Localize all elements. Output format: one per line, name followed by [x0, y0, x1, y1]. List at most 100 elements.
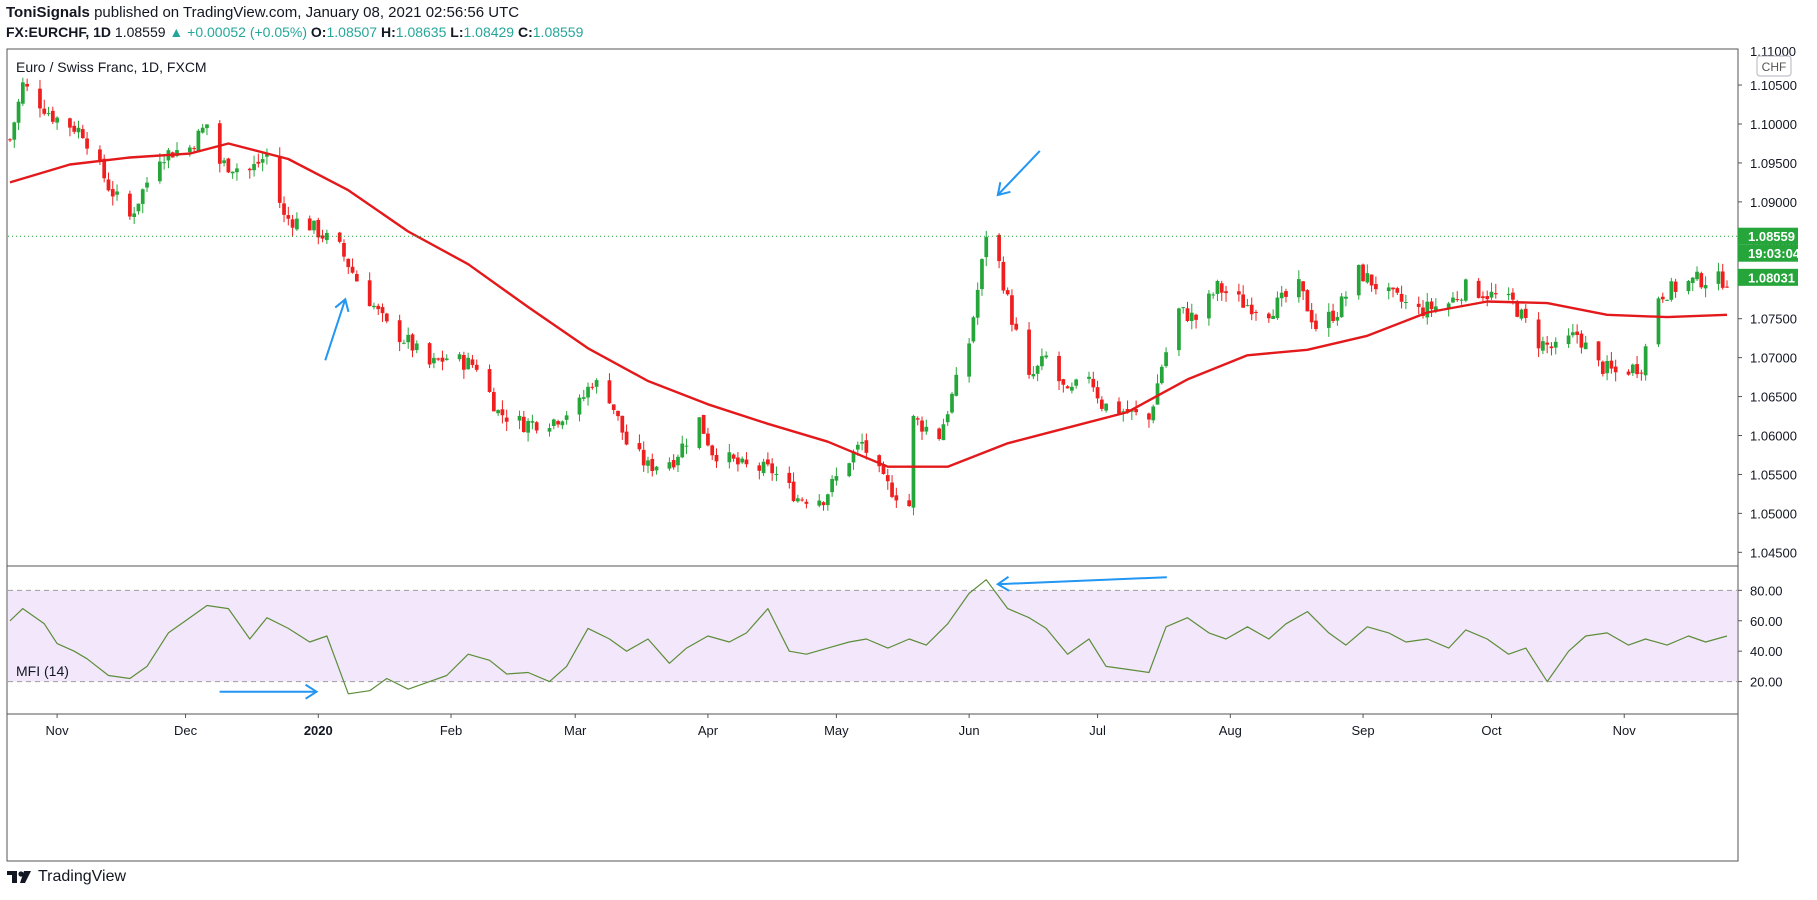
candle[interactable]: [140, 188, 145, 214]
candle[interactable]: [1549, 342, 1554, 356]
candle[interactable]: [954, 367, 959, 397]
candle[interactable]: [774, 466, 779, 482]
candle[interactable]: [1164, 347, 1168, 368]
candle[interactable]: [980, 258, 984, 296]
candle[interactable]: [1545, 335, 1550, 354]
candle[interactable]: [676, 454, 680, 473]
candle[interactable]: [1703, 276, 1708, 298]
candle[interactable]: [1249, 297, 1254, 321]
candle[interactable]: [462, 351, 466, 379]
candle[interactable]: [1301, 281, 1305, 301]
candle[interactable]: [1001, 256, 1006, 294]
candle[interactable]: [1553, 337, 1558, 355]
candle[interactable]: [616, 410, 620, 421]
candle[interactable]: [136, 203, 141, 215]
candle[interactable]: [1429, 298, 1434, 317]
candle[interactable]: [397, 314, 402, 352]
candle[interactable]: [354, 270, 359, 282]
candle[interactable]: [1395, 286, 1400, 296]
candle[interactable]: [12, 121, 17, 148]
candle[interactable]: [80, 124, 85, 139]
candle[interactable]: [444, 354, 449, 361]
candle[interactable]: [534, 421, 539, 434]
candle[interactable]: [1211, 292, 1216, 299]
candle[interactable]: [671, 454, 676, 470]
candle[interactable]: [1519, 308, 1524, 321]
candle[interactable]: [1185, 301, 1190, 323]
price-chart[interactable]: 1.105001.100001.095001.090001.085001.080…: [0, 46, 1817, 866]
candle[interactable]: [55, 116, 59, 130]
candle[interactable]: [1425, 292, 1430, 325]
candle[interactable]: [1155, 374, 1160, 405]
candle[interactable]: [1579, 330, 1584, 354]
candle[interactable]: [282, 196, 286, 223]
candle[interactable]: [684, 438, 689, 454]
candle[interactable]: [1356, 264, 1361, 300]
candle[interactable]: [342, 239, 346, 262]
candle[interactable]: [1074, 378, 1079, 389]
candle[interactable]: [1189, 303, 1194, 330]
candle[interactable]: [1181, 306, 1186, 314]
candle[interactable]: [1027, 322, 1031, 379]
candle[interactable]: [714, 448, 719, 468]
candle[interactable]: [607, 373, 612, 404]
publisher-name[interactable]: ToniSignals: [6, 4, 90, 21]
candle[interactable]: [1339, 293, 1344, 318]
candle[interactable]: [1219, 280, 1224, 301]
candle[interactable]: [761, 458, 766, 477]
candle[interactable]: [1159, 364, 1164, 385]
candle[interactable]: [1065, 385, 1070, 389]
candle[interactable]: [68, 117, 72, 137]
candle[interactable]: [337, 231, 342, 244]
candle[interactable]: [1716, 262, 1721, 291]
candle[interactable]: [1314, 313, 1318, 332]
candle[interactable]: [312, 220, 316, 234]
candle[interactable]: [196, 129, 201, 151]
candle[interactable]: [1416, 296, 1421, 315]
candle[interactable]: [38, 79, 42, 118]
candle[interactable]: [1031, 366, 1036, 380]
candle[interactable]: [1344, 291, 1348, 307]
candle[interactable]: [1630, 363, 1635, 376]
candle[interactable]: [1451, 292, 1455, 304]
candle[interactable]: [324, 229, 329, 244]
candle[interactable]: [581, 389, 586, 402]
candle[interactable]: [187, 144, 192, 157]
candle[interactable]: [1365, 264, 1370, 284]
candle[interactable]: [1095, 380, 1100, 404]
candle[interactable]: [106, 172, 111, 192]
candle[interactable]: [1044, 351, 1049, 359]
candle[interactable]: [1665, 299, 1669, 302]
candle[interactable]: [971, 315, 976, 344]
candle[interactable]: [1541, 336, 1545, 355]
candle[interactable]: [1296, 270, 1301, 303]
candle[interactable]: [654, 465, 659, 475]
candle[interactable]: [1057, 351, 1061, 390]
mfi-pane[interactable]: [8, 575, 1737, 700]
candle[interactable]: [226, 157, 231, 174]
candle[interactable]: [1271, 309, 1275, 320]
candle[interactable]: [320, 229, 325, 243]
candle[interactable]: [406, 327, 411, 349]
candle[interactable]: [110, 181, 115, 206]
candle[interactable]: [1010, 289, 1014, 332]
candle[interactable]: [950, 391, 954, 414]
candle[interactable]: [470, 354, 475, 368]
candle[interactable]: [376, 303, 381, 316]
candle[interactable]: [1656, 296, 1661, 347]
main-pane[interactable]: [8, 77, 1737, 516]
candle[interactable]: [1643, 343, 1648, 381]
candle[interactable]: [350, 258, 355, 274]
candle[interactable]: [556, 419, 560, 428]
candle[interactable]: [1695, 266, 1699, 281]
candle[interactable]: [1087, 371, 1091, 384]
candle[interactable]: [1254, 309, 1258, 321]
candle[interactable]: [1194, 313, 1198, 329]
candle[interactable]: [115, 184, 119, 201]
candle[interactable]: [1245, 298, 1250, 307]
candle[interactable]: [817, 494, 822, 508]
candle[interactable]: [641, 441, 646, 472]
candle[interactable]: [1600, 360, 1605, 377]
candle[interactable]: [25, 78, 29, 92]
candle[interactable]: [825, 493, 830, 511]
